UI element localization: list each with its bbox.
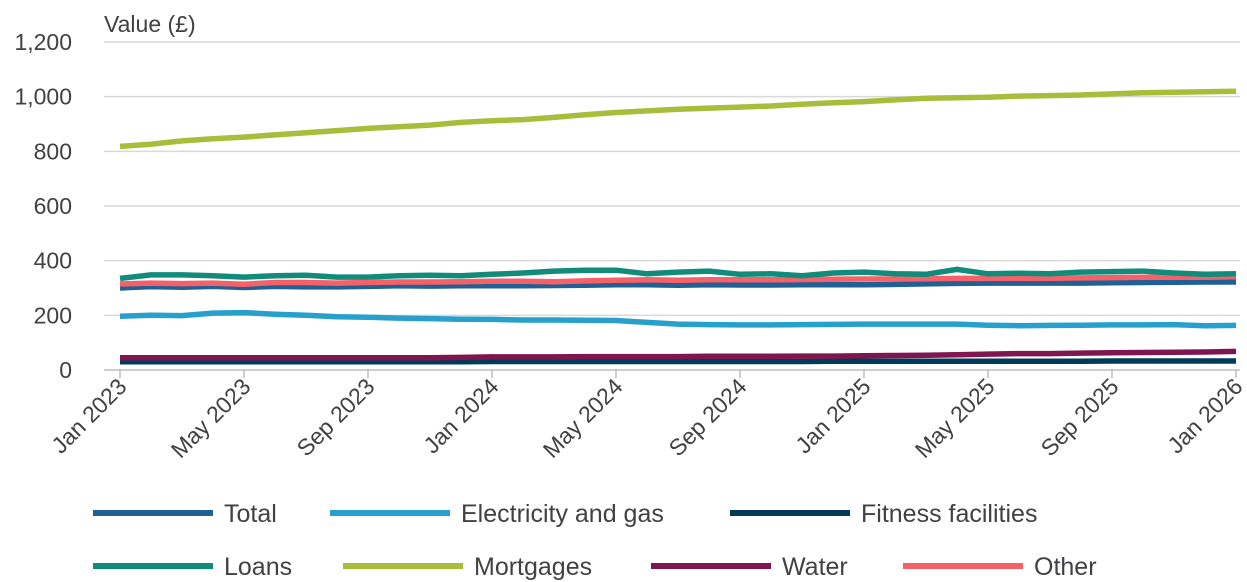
legend-label: Other [1034, 553, 1097, 581]
legend: Total Electricity and gas Fitness faciliti… [93, 500, 1097, 581]
x-tick-label: Jan 2024 [418, 373, 503, 458]
series-line-other [119, 274, 1237, 287]
legend-item: Mortgages [343, 553, 592, 581]
legend-item: Other [903, 553, 1097, 581]
x-tick-label: Jan 2025 [790, 373, 875, 458]
x-tick-label: Jan 2026 [1162, 373, 1247, 458]
x-tick-label: May 2023 [166, 373, 256, 463]
legend-label: Electricity and gas [461, 500, 664, 528]
x-tick-label: Sep 2025 [1036, 373, 1124, 461]
series-lines [119, 88, 1237, 365]
y-tick-label: 200 [34, 302, 72, 328]
series-line-water [120, 348, 1237, 361]
legend-label: Mortgages [474, 553, 592, 581]
legend-item: Water [651, 553, 848, 581]
legend-item: Fitness facilities [730, 500, 1037, 528]
legend-label: Water [782, 553, 848, 581]
legend-label: Loans [224, 553, 292, 581]
x-axis: Jan 2023 May 2023 Sep 2023 Jan 2024 May 2024… [46, 369, 1247, 463]
legend-label: Fitness facilities [861, 500, 1037, 528]
y-tick-label: 1,000 [14, 84, 72, 110]
series-line-total [119, 279, 1236, 291]
x-tick-label: Sep 2023 [292, 373, 380, 461]
y-tick-label: 400 [34, 248, 72, 274]
y-axis-title: Value (£) [104, 11, 196, 37]
y-tick-label: 1,200 [14, 29, 72, 55]
series-line-mortgages [119, 88, 1237, 150]
series-line-fitness-facilities [120, 358, 1236, 365]
x-tick-label: May 2025 [910, 373, 1000, 463]
legend-item: Loans [93, 553, 292, 581]
y-axis-ticks: 0 200 400 600 800 1,000 1,200 [14, 29, 72, 383]
legend-label: Total [224, 500, 277, 528]
legend-item: Electricity and gas [330, 500, 664, 528]
x-tick-label: Jan 2023 [46, 373, 131, 458]
gridlines [104, 41, 1240, 317]
series-line-loans [119, 266, 1237, 282]
series-line-electricity-and-gas [119, 309, 1237, 329]
y-tick-label: 600 [34, 193, 72, 219]
y-tick-label: 0 [59, 357, 72, 383]
x-tick-label: Sep 2024 [664, 373, 752, 461]
x-tick-label: May 2024 [538, 373, 628, 463]
y-tick-label: 800 [34, 138, 72, 164]
legend-item: Total [93, 500, 277, 528]
